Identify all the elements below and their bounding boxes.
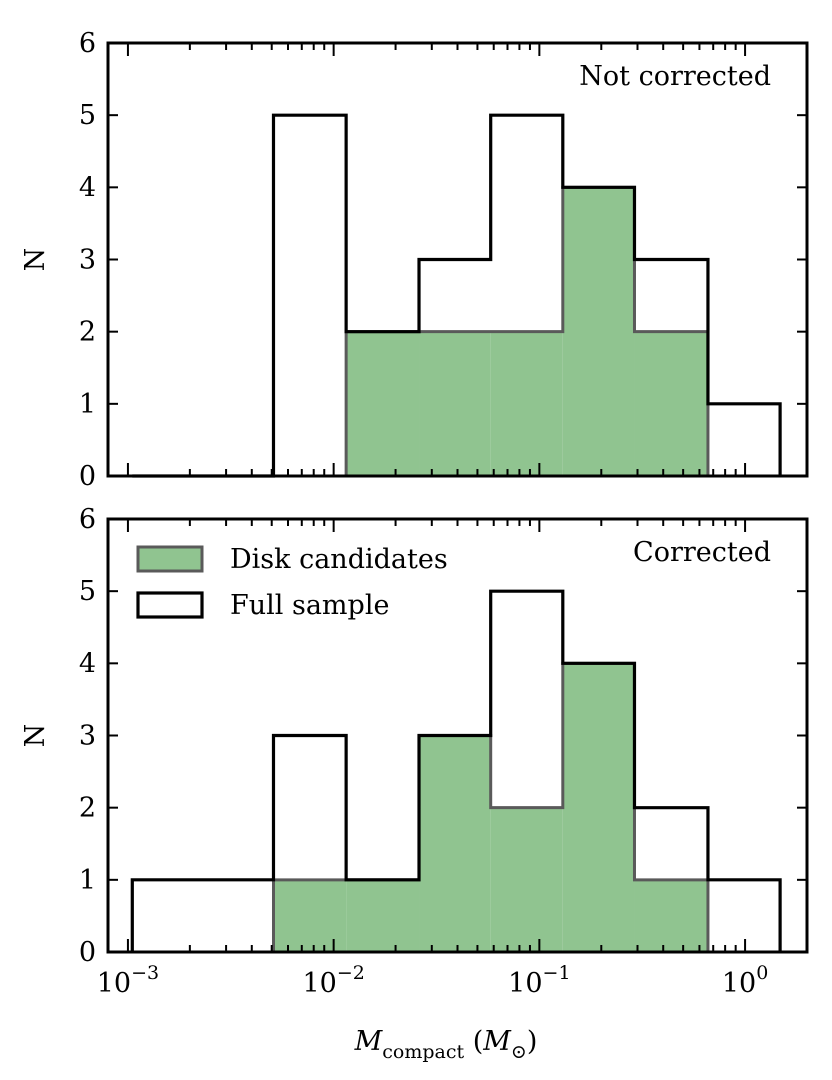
top-disk-candidates-bar [562, 187, 635, 477]
bottom-y-tick-label: 6 [79, 504, 96, 535]
legend-swatch-disk-candidates [136, 545, 204, 573]
bottom-y-tick-label: 1 [79, 865, 96, 896]
bottom-annotation: Corrected [633, 537, 771, 568]
top-y-tick-label: 5 [79, 100, 96, 131]
bottom-panel: 0 1 2 3 4 5 6 N 10−3 10−2 10−1 100 Corrected Disk can… [20, 504, 809, 999]
bottom-y-tick-label: 2 [79, 793, 96, 824]
top-y-axis-label: N [20, 248, 51, 272]
top-disk-candidates-bar [634, 331, 708, 476]
bottom-disk-candidates-outline [132, 661, 781, 954]
bottom-disk-candidates-bar [634, 879, 708, 952]
bottom-disk-candidates-bar [273, 879, 347, 952]
top-full-sample-outline [132, 113, 782, 478]
top-y-tick-label: 6 [79, 28, 96, 59]
top-y-tick-label: 2 [79, 317, 96, 348]
bottom-disk-candidates-bar [419, 735, 491, 952]
top-y-tick-label: 3 [79, 245, 96, 276]
bottom-full-sample-outline [130, 589, 782, 952]
bottom-y-tick-label: 4 [79, 648, 96, 679]
top-panel: 0 1 2 3 4 5 6 N Not corrected [20, 28, 809, 492]
bottom-y-axis-label: N [20, 724, 51, 748]
top-y-tick-label: 1 [79, 389, 96, 420]
x-tick-label: 10−1 [508, 962, 570, 999]
x-axis-label: Mcompact (M⊙) [354, 1026, 538, 1063]
top-y-tick-label: 0 [79, 461, 96, 492]
legend: Disk candidates Full sample [136, 544, 448, 621]
bottom-y-tick-label: 3 [79, 721, 96, 752]
bottom-disk-candidates-bar [490, 807, 563, 952]
legend-label: Full sample [230, 590, 389, 621]
top-disk-candidates-bar [490, 331, 563, 476]
bottom-disk-candidates-bar [562, 663, 635, 952]
bottom-disk-candidates-bar [346, 879, 420, 952]
x-tick-label: 100 [722, 962, 768, 999]
bottom-y-tick-label: 0 [79, 937, 96, 968]
top-annotation: Not corrected [579, 61, 771, 92]
top-disk-candidates-bar [346, 331, 420, 476]
x-tick-label: 10−3 [97, 962, 159, 999]
legend-label: Disk candidates [230, 544, 448, 575]
x-tick-label: 10−2 [302, 962, 364, 999]
top-y-tick-label: 4 [79, 172, 96, 203]
legend-swatch-full-sample [136, 591, 204, 619]
top-disk-candidates-bar [419, 331, 491, 476]
bottom-y-tick-label: 5 [79, 576, 96, 607]
